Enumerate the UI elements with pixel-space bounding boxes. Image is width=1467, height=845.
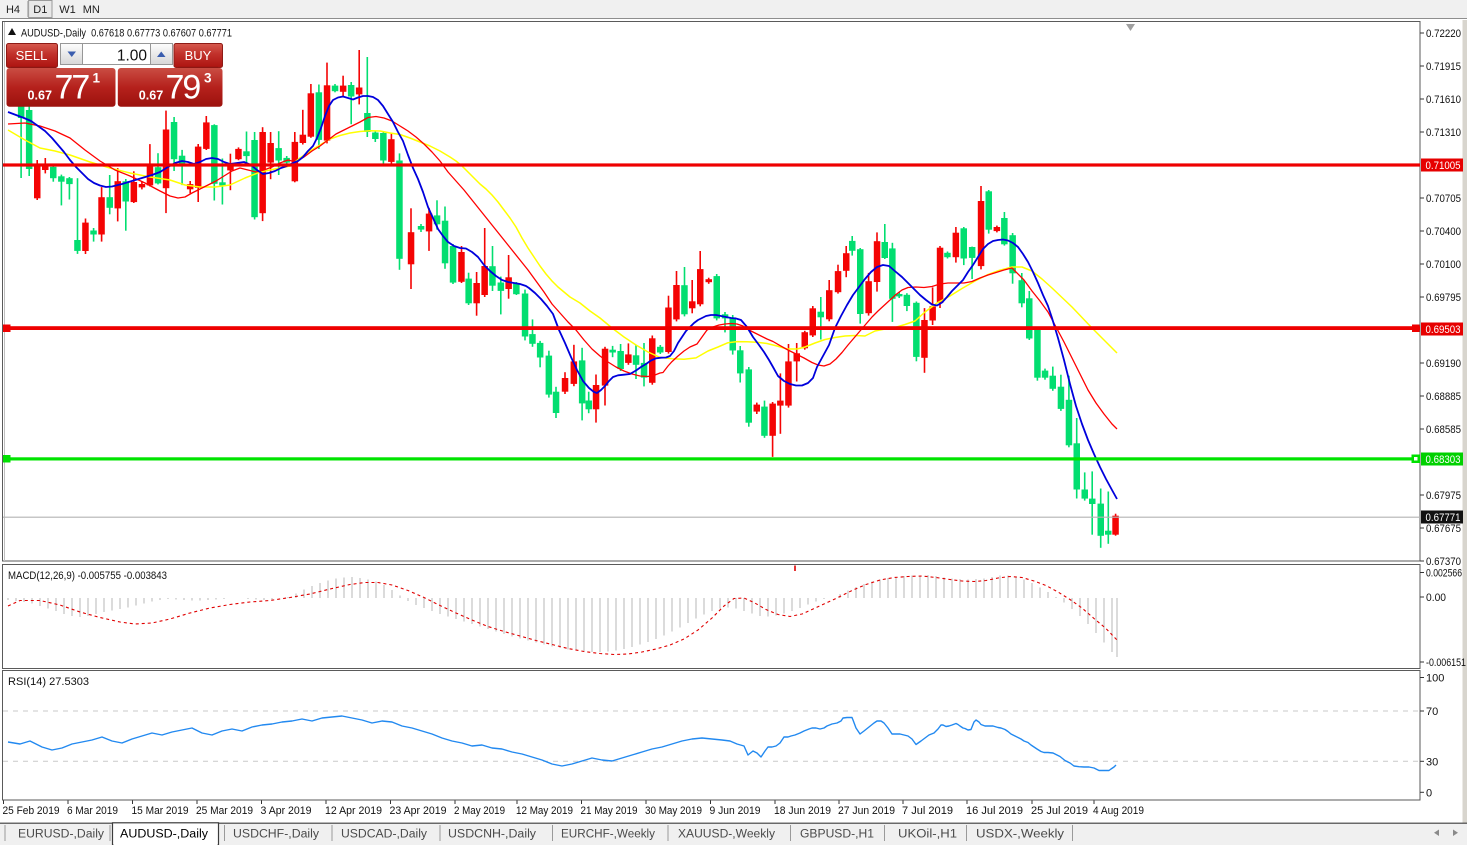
svg-text:0.00: 0.00	[1426, 592, 1446, 604]
svg-text:1: 1	[93, 71, 101, 86]
svg-text:AUDUSD-,Daily 0.67618 0.67773: AUDUSD-,Daily 0.67618 0.67773 0.67607 0.…	[21, 28, 232, 40]
svg-text:12 Apr 2019: 12 Apr 2019	[325, 805, 382, 817]
svg-text:6 Mar 2019: 6 Mar 2019	[67, 805, 118, 817]
svg-text:0.69795: 0.69795	[1426, 292, 1461, 304]
svg-text:0.71005: 0.71005	[1426, 160, 1461, 172]
svg-text:15 Mar 2019: 15 Mar 2019	[132, 805, 189, 817]
svg-text:USDCNH-,Daily: USDCNH-,Daily	[448, 829, 536, 841]
svg-text:0.67975: 0.67975	[1426, 490, 1461, 502]
svg-text:0.71915: 0.71915	[1426, 61, 1461, 73]
svg-text:0.68885: 0.68885	[1426, 391, 1461, 403]
svg-text:EURUSD-,Daily: EURUSD-,Daily	[18, 829, 104, 841]
svg-text:USDX-,Weekly: USDX-,Weekly	[976, 829, 1064, 841]
svg-text:0.71610: 0.71610	[1426, 94, 1461, 106]
svg-text:70: 70	[1426, 706, 1438, 718]
svg-text:0.69190: 0.69190	[1426, 358, 1461, 370]
svg-text:0.67: 0.67	[28, 88, 53, 102]
svg-text:0.72220: 0.72220	[1426, 28, 1461, 40]
svg-text:MACD(12,26,9) -0.005755 -0.003: MACD(12,26,9) -0.005755 -0.003843	[8, 570, 167, 582]
svg-text:100: 100	[1426, 673, 1444, 685]
svg-text:0.70400: 0.70400	[1426, 226, 1461, 238]
svg-text:0.67675: 0.67675	[1426, 523, 1461, 535]
svg-text:25 Mar 2019: 25 Mar 2019	[196, 805, 253, 817]
svg-text:0.67: 0.67	[139, 88, 164, 102]
svg-text:-0.006151: -0.006151	[1426, 657, 1466, 669]
svg-text:25 Jul 2019: 25 Jul 2019	[1031, 805, 1088, 817]
svg-text:MN: MN	[83, 4, 100, 16]
svg-text:RSI(14) 27.5303: RSI(14) 27.5303	[8, 676, 89, 688]
svg-text:0.70705: 0.70705	[1426, 193, 1461, 205]
svg-text:2 May 2019: 2 May 2019	[454, 805, 505, 817]
svg-text:GBPUSD-,H1: GBPUSD-,H1	[800, 829, 874, 841]
svg-text:16 Jul 2019: 16 Jul 2019	[966, 805, 1023, 817]
svg-text:0.002566: 0.002566	[1426, 568, 1462, 580]
svg-text:0.69503: 0.69503	[1426, 324, 1461, 336]
svg-text:0: 0	[1426, 787, 1432, 799]
svg-text:XAUUSD-,Weekly: XAUUSD-,Weekly	[678, 829, 775, 841]
svg-text:0.67771: 0.67771	[1426, 512, 1461, 524]
svg-text:0.68303: 0.68303	[1426, 454, 1461, 466]
svg-text:4 Aug 2019: 4 Aug 2019	[1093, 805, 1144, 817]
svg-text:D1: D1	[33, 4, 47, 16]
svg-text:18 Jun 2019: 18 Jun 2019	[774, 805, 831, 817]
svg-text:23 Apr 2019: 23 Apr 2019	[390, 805, 447, 817]
svg-text:SELL: SELL	[16, 48, 48, 63]
svg-text:AUDUSD-,Daily: AUDUSD-,Daily	[120, 829, 208, 841]
svg-text:7 Jul 2019: 7 Jul 2019	[902, 805, 953, 817]
svg-text:30: 30	[1426, 756, 1438, 768]
svg-text:H4: H4	[6, 4, 20, 16]
svg-text:0.68585: 0.68585	[1426, 424, 1461, 436]
svg-text:EURCHF-,Weekly: EURCHF-,Weekly	[561, 829, 655, 841]
svg-text:3 Apr 2019: 3 Apr 2019	[261, 805, 312, 817]
svg-text:0.70100: 0.70100	[1426, 259, 1461, 271]
svg-text:USDCAD-,Daily: USDCAD-,Daily	[341, 829, 427, 841]
svg-text:BUY: BUY	[185, 48, 212, 63]
svg-text:27 Jun 2019: 27 Jun 2019	[838, 805, 895, 817]
svg-text:UKOil-,H1: UKOil-,H1	[898, 829, 957, 841]
svg-text:30 May 2019: 30 May 2019	[645, 805, 702, 817]
svg-text:W1: W1	[59, 4, 76, 16]
svg-text:12 May 2019: 12 May 2019	[516, 805, 573, 817]
svg-text:77: 77	[55, 69, 90, 107]
svg-text:21 May 2019: 21 May 2019	[581, 805, 638, 817]
svg-text:79: 79	[166, 69, 201, 107]
svg-text:25 Feb 2019: 25 Feb 2019	[3, 805, 60, 817]
svg-text:9 Jun 2019: 9 Jun 2019	[710, 805, 761, 817]
svg-text:1.00: 1.00	[117, 48, 148, 65]
svg-text:3: 3	[204, 71, 212, 86]
svg-text:0.67370: 0.67370	[1426, 556, 1461, 568]
svg-text:USDCHF-,Daily: USDCHF-,Daily	[233, 829, 319, 841]
svg-text:0.71310: 0.71310	[1426, 127, 1461, 139]
